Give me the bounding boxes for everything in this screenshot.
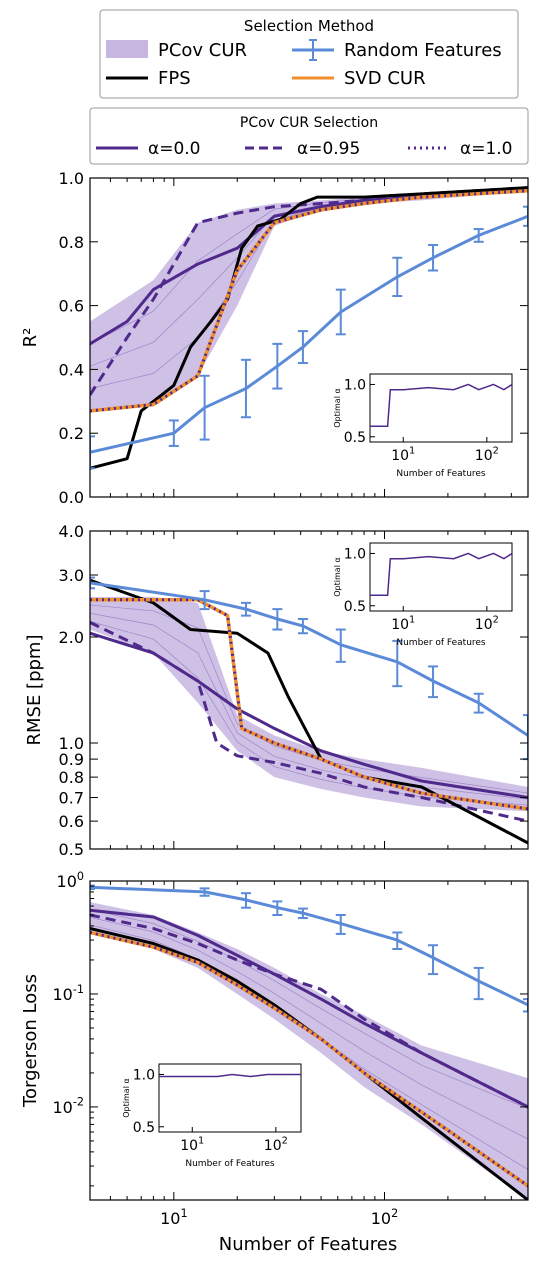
chart-panel-1: 0.0 0.2 0.4 0.6 0.8 1.0 R² 0.5 1.0 101 102 Number o…: [20, 169, 529, 507]
inset-frame: [369, 373, 513, 443]
inset-frame: [369, 542, 513, 612]
y-axis-label: R²: [20, 328, 41, 348]
legend-random-label: Random Features: [344, 40, 502, 61]
inset-x-tick-label: 101: [391, 615, 415, 633]
legend-alpha0-label: α=0.0: [148, 139, 201, 159]
y-tick-label: 0.9: [59, 750, 84, 769]
series--0-95: [90, 186, 528, 396]
legend-pcov-patch: [106, 40, 148, 58]
series-fps: [90, 927, 528, 1200]
x-tick-label: 101: [160, 1207, 187, 1228]
x-tick-label: 102: [371, 1207, 398, 1228]
series--1-0: [90, 189, 528, 413]
y-tick-label: 0.0: [59, 488, 84, 507]
legend-selection-method: Selection Method PCov CUR Random Feature…: [99, 9, 519, 99]
inset-optimal-alpha: 0.5 1.0 101 102 Number of Features Optimal α: [333, 542, 513, 648]
pcov-thin-trace-2: [90, 916, 528, 1140]
inset-y-label: Optimal α: [333, 557, 342, 596]
pcov-band: [90, 902, 528, 1200]
inset-y-tick-label: 0.5: [344, 599, 366, 615]
inset-optimal-alpha: 0.5 1.0 101 102 Number of Features Optimal α: [333, 373, 513, 479]
pcov-thin-trace-1: [90, 621, 528, 806]
y-tick-label: 10-2: [52, 1096, 84, 1117]
legend-pcov-selection: PCov CUR Selection α=0.0 α=0.95 α=1.0: [89, 107, 529, 165]
y-tick-label: 10-1: [52, 983, 84, 1004]
plot-area: [90, 884, 528, 1200]
inset-alpha-line: [159, 1073, 301, 1078]
series-fps: [90, 186, 528, 470]
series-svd-underlay: [90, 930, 528, 1188]
legend-selection-method-title: Selection Method: [244, 17, 374, 35]
y-tick-label: 1.0: [59, 169, 84, 188]
y-tick-label: 0.5: [59, 840, 84, 859]
y-tick-label: 4.0: [59, 522, 84, 541]
plot-frame: [89, 880, 529, 1201]
inset-x-label: Number of Features: [185, 1159, 275, 1169]
inset-y-label: Optimal α: [122, 1078, 131, 1117]
inset-y-tick-label: 1.0: [133, 1067, 155, 1083]
legend-alpha095-label: α=0.95: [297, 139, 360, 159]
y-tick-label: 0.8: [59, 768, 84, 787]
legend-alpha1-label: α=1.0: [460, 139, 513, 159]
y-tick-label: 0.6: [59, 812, 84, 831]
series--0-0: [90, 908, 528, 1109]
y-tick-label: 0.2: [59, 424, 84, 443]
series-random-features: [90, 885, 528, 1007]
pcov-thin-trace-3: [90, 909, 528, 1109]
pcov-band: [90, 596, 528, 812]
y-tick-label: 100: [57, 870, 84, 891]
y-tick-label: 0.6: [59, 297, 84, 316]
inset-alpha-line: [370, 552, 513, 597]
series-fps: [90, 578, 528, 845]
y-tick-label: 0.8: [59, 233, 84, 252]
inset-x-tick-label: 101: [180, 1136, 204, 1154]
inset-optimal-alpha: 0.5 1.0 101 102 Number of Features Optimal α: [122, 1063, 302, 1169]
inset-y-tick-label: 0.5: [133, 1120, 155, 1136]
legend-pcov-selection-title: PCov CUR Selection: [240, 115, 378, 131]
legend-random-errorbar: [292, 39, 334, 61]
y-tick-label: 0.4: [59, 360, 84, 379]
inset-y-tick-label: 1.0: [344, 546, 366, 562]
inset-y-label: Optimal α: [333, 388, 342, 427]
inset-x-tick-label: 102: [264, 1136, 288, 1154]
y-axis-label: Torgerson Loss: [20, 974, 41, 1108]
pcov-band: [90, 187, 528, 411]
y-axis-label: RMSE [ppm]: [24, 635, 45, 746]
inset-y-tick-label: 1.0: [344, 377, 366, 393]
inset-x-tick-label: 101: [391, 446, 415, 464]
series--0-0: [90, 631, 528, 799]
legend-svd-label: SVD CUR: [344, 68, 426, 89]
y-tick-label: 0.7: [59, 789, 84, 808]
plot-area: [90, 186, 528, 470]
inset-x-label: Number of Features: [396, 638, 486, 648]
x-axis-label: Number of Features: [219, 1234, 398, 1255]
inset-x-tick-label: 102: [475, 615, 499, 633]
plot-frame: [89, 177, 529, 498]
series--1-0: [90, 598, 528, 811]
y-tick-label: 2.0: [59, 628, 84, 647]
y-tick-label: 1.0: [59, 734, 84, 753]
legend-fps-label: FPS: [158, 68, 191, 89]
plot-area: [90, 576, 528, 845]
inset-x-tick-label: 102: [475, 446, 499, 464]
inset-y-tick-label: 0.5: [344, 430, 366, 446]
chart-panel-3: 101 102 10-2 10-1 100 Torgerson Loss 0.5 1.0 101…: [20, 870, 529, 1228]
inset-x-label: Number of Features: [396, 469, 486, 479]
inset-alpha-line: [370, 383, 513, 428]
y-tick-label: 3.0: [59, 566, 84, 585]
legend-pcov-label: PCov CUR: [158, 40, 247, 61]
plot-frame: [89, 530, 529, 850]
series-random-features: [90, 581, 528, 737]
